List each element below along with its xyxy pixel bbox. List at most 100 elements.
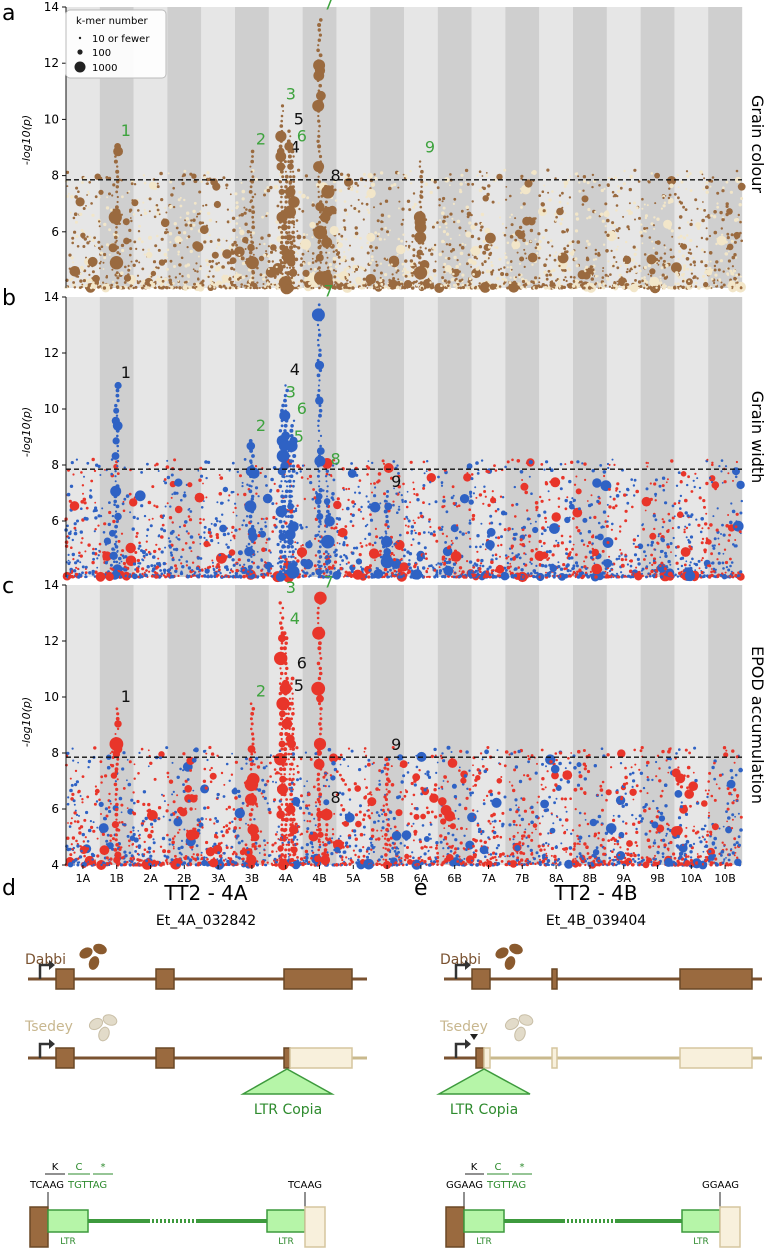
snp-point: [577, 507, 581, 511]
snp-point: [547, 269, 551, 273]
snp-point: [443, 283, 447, 287]
snp-point: [720, 281, 723, 284]
snp-point: [725, 212, 729, 217]
snp-point: [508, 281, 512, 285]
snp-point: [678, 226, 681, 230]
snp-point: [594, 535, 599, 539]
snp-point: [66, 195, 69, 198]
snp-point: [86, 461, 90, 465]
snp-point: [411, 234, 415, 238]
snp-point: [174, 236, 182, 244]
snp-point: [344, 276, 347, 278]
snp-point: [265, 484, 268, 487]
snp-point: [146, 565, 150, 569]
snp-point: [159, 569, 163, 572]
snp-point: [294, 257, 299, 262]
snp-point: [509, 565, 512, 568]
snp-point: [231, 525, 235, 530]
snp-point: [346, 259, 349, 262]
snp-point: [733, 276, 737, 281]
snp-point: [457, 504, 461, 508]
snp-point: [74, 195, 78, 199]
peak-point: [286, 276, 291, 280]
snp-point: [68, 575, 72, 579]
peak-point: [287, 258, 296, 267]
snp-point: [466, 560, 469, 563]
snp-point: [335, 553, 338, 556]
snp-point: [409, 170, 412, 173]
snp-point: [442, 240, 446, 243]
snp-point: [479, 545, 482, 549]
snp-point: [415, 284, 419, 287]
snp-point: [157, 557, 160, 560]
snp-point: [680, 180, 684, 184]
snp-point: [246, 230, 251, 234]
snp-point: [182, 231, 187, 235]
snp-point: [94, 244, 98, 247]
snp-point: [628, 202, 631, 205]
snp-point: [543, 263, 547, 268]
peak-point: [279, 271, 283, 275]
snp-point: [296, 234, 302, 240]
snp-point: [171, 521, 174, 524]
snp-point: [627, 228, 631, 231]
snp-point: [653, 216, 656, 219]
snp-point: [332, 256, 337, 261]
snp-point: [440, 284, 443, 288]
snp-point: [422, 566, 426, 570]
snp-point: [430, 178, 434, 182]
snp-point: [370, 182, 376, 187]
chrom-band-9b: [640, 297, 675, 577]
snp-point: [610, 249, 613, 252]
snp-point: [612, 264, 615, 268]
snp-point: [515, 502, 519, 506]
snp-point: [511, 240, 521, 250]
snp-point: [464, 168, 469, 173]
snp-point: [347, 561, 350, 564]
snp-point: [512, 280, 517, 285]
snp-point: [506, 266, 509, 269]
snp-point: [703, 278, 708, 282]
snp-point: [375, 263, 379, 267]
snp-point: [156, 185, 160, 189]
snp-point: [365, 573, 367, 576]
snp-point: [625, 263, 629, 267]
snp-point: [194, 242, 204, 252]
snp-point: [584, 571, 588, 574]
snp-point: [180, 498, 183, 502]
snp-point: [112, 183, 116, 187]
snp-point: [598, 184, 601, 187]
snp-point: [129, 247, 133, 251]
snp-point: [551, 553, 555, 557]
snp-point: [296, 547, 308, 558]
snp-point: [336, 239, 340, 243]
snp-point: [186, 237, 189, 240]
snp-point: [338, 271, 349, 281]
snp-point: [274, 249, 277, 252]
snp-point: [615, 209, 618, 212]
chrom-band-10a: [674, 7, 709, 288]
snp-point: [398, 505, 401, 508]
chrom-band-2a: [133, 297, 168, 577]
snp-point: [210, 539, 214, 543]
snp-point: [342, 258, 346, 262]
snp-point: [377, 281, 380, 285]
snp-point: [122, 572, 125, 575]
snp-point: [454, 571, 456, 574]
snp-point: [366, 287, 369, 289]
snp-point: [350, 204, 353, 207]
snp-point: [247, 570, 250, 573]
snp-point: [226, 545, 230, 549]
snp-point: [509, 276, 512, 279]
snp-point: [560, 534, 564, 538]
snp-point: [582, 517, 588, 523]
snp-point: [397, 186, 400, 189]
snp-point: [579, 532, 582, 535]
snp-point: [548, 286, 551, 290]
snp-point: [314, 554, 318, 557]
snp-point: [441, 555, 446, 560]
snp-point: [236, 236, 238, 239]
snp-point: [538, 194, 542, 198]
snp-point: [404, 500, 407, 503]
snp-point: [354, 231, 359, 236]
